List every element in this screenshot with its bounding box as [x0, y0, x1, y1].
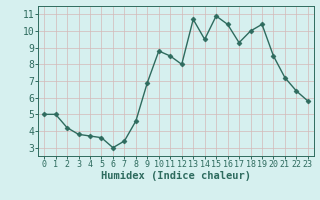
X-axis label: Humidex (Indice chaleur): Humidex (Indice chaleur) [101, 171, 251, 181]
